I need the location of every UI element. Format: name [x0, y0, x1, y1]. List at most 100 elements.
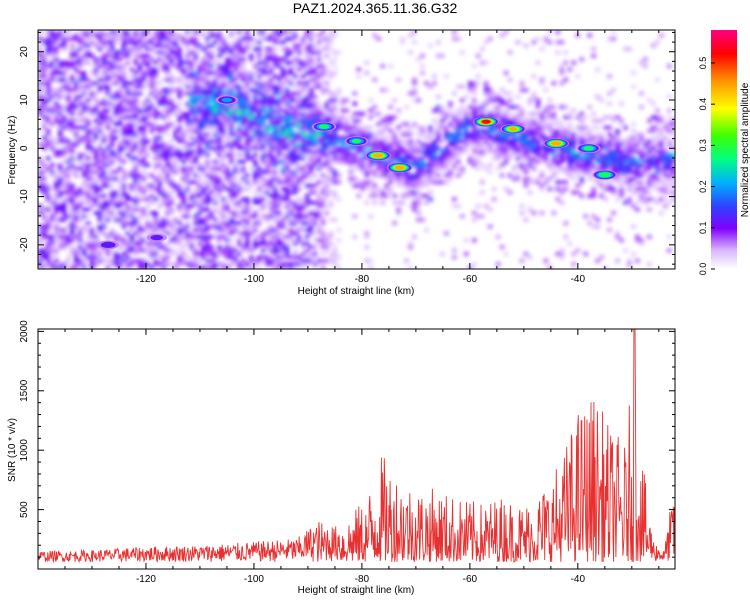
spectrogram-cell	[89, 234, 95, 239]
spectrogram-cell	[133, 84, 139, 89]
spectrogram-cell	[312, 142, 318, 147]
spectrogram-cell	[141, 70, 147, 75]
spectrogram-cell	[185, 166, 190, 171]
spectrogram-cell	[304, 152, 310, 157]
spectrogram-cell	[324, 156, 330, 161]
spectrogram-cell	[515, 139, 521, 144]
spectrogram-cell	[109, 60, 115, 65]
spectrogram-cell	[237, 169, 242, 174]
spectrogram-cell	[408, 173, 413, 178]
spectrogram-cell	[105, 204, 111, 209]
spectrogram-cell	[555, 251, 561, 256]
spectrogram-cell	[551, 152, 557, 157]
spectrogram-cell	[101, 111, 107, 116]
spectrogram-cell	[53, 118, 59, 123]
spectrogram-cell	[288, 146, 294, 151]
spectrogram-cell	[181, 187, 186, 192]
spectrogram-cell	[129, 248, 135, 253]
spectrogram-cell	[45, 262, 51, 267]
spectrogram-cell	[177, 234, 182, 239]
spectrogram-cell	[308, 224, 314, 229]
spectrogram-cell	[229, 139, 234, 144]
spectrogram-cell	[169, 262, 174, 267]
spectrogram-cell	[201, 238, 206, 243]
spectrogram-cell	[312, 159, 318, 164]
spectrogram-cell	[304, 57, 310, 62]
spectrogram-cell	[217, 30, 222, 35]
spectrogram-cell	[555, 135, 561, 140]
spectrogram-cell	[241, 125, 246, 130]
spectrogram-cell	[376, 159, 381, 164]
spectrogram-cell	[105, 125, 111, 130]
spectrogram-cell	[225, 60, 230, 65]
spectrogram-cell	[193, 265, 198, 269]
spectrogram-cell	[571, 60, 577, 65]
spectrogram-cell	[77, 94, 83, 99]
spectrogram-cell	[225, 204, 230, 209]
spectrogram-cell	[141, 125, 147, 130]
spectrogram-cell	[256, 255, 262, 260]
spectrogram-cell	[129, 30, 135, 35]
spectrogram-cell	[41, 108, 47, 113]
spectrogram-cell	[312, 47, 318, 52]
spectrogram-cell	[117, 111, 123, 116]
spectrogram-cell	[61, 245, 67, 250]
spectrogram-cell	[392, 173, 397, 178]
spectrogram-cell	[523, 146, 529, 151]
spectrogram-cell	[615, 146, 620, 151]
spectrogram-cell	[109, 176, 115, 181]
spectrogram-cell	[161, 221, 166, 226]
spectrogram-cell	[205, 53, 210, 58]
spectrogram-cell	[193, 190, 198, 195]
spectrogram-cell	[105, 33, 111, 38]
spectrogram-cell	[245, 84, 250, 89]
spectrogram-cell	[201, 125, 206, 130]
spectrogram-cell	[109, 43, 115, 48]
spectrogram-cell	[201, 81, 206, 86]
spectrogram-cell	[141, 210, 147, 215]
spectrogram-cell	[193, 217, 198, 222]
spectrogram-cell	[149, 47, 155, 52]
spectrogram-cell	[61, 33, 67, 38]
spectrogram-cell	[264, 36, 270, 41]
spectrogram-cell	[213, 197, 218, 202]
spectrogram-cell	[300, 166, 306, 171]
spectrogram-cell	[38, 265, 43, 269]
spectrogram-cell	[587, 169, 592, 174]
spectrogram-cell	[173, 40, 178, 45]
spectrogram-cell	[272, 245, 278, 250]
spectrogram-hotspot	[221, 97, 233, 103]
spectrogram-cell	[424, 193, 429, 198]
spectrogram-cell	[460, 84, 465, 89]
spectrogram-cell	[332, 149, 338, 154]
spectrogram-cell	[252, 262, 258, 267]
spectrogram-cell	[113, 193, 119, 198]
spectrogram-cell	[73, 251, 79, 256]
spectrogram-cell	[209, 258, 214, 263]
spectrogram-cell	[121, 135, 127, 140]
spectrogram-cell	[603, 187, 608, 192]
spectrogram-cell	[45, 255, 51, 260]
spectrogram-cell	[169, 224, 174, 229]
spectrogram-cell	[197, 129, 202, 134]
spectrogram-cell	[284, 47, 290, 52]
spectrogram-cell	[268, 142, 274, 147]
spectrogram-cell	[264, 101, 270, 106]
spectrogram-cell	[479, 152, 485, 157]
spectrogram-cell	[53, 265, 59, 269]
spectrogram-cell	[85, 139, 91, 144]
spectrogram-cell	[408, 33, 413, 38]
spectrogram-cell	[65, 190, 71, 195]
spectrogram-cell	[201, 67, 206, 72]
spectrogram-cell	[527, 111, 533, 116]
spectrogram-cell	[217, 142, 222, 147]
spectrogram-cell	[412, 40, 417, 45]
spectrogram-cell	[133, 248, 139, 253]
spectrogram-cell	[145, 139, 151, 144]
spectrogram-cell	[324, 81, 330, 86]
spectrogram-cell	[161, 231, 166, 236]
spectrogram-cell	[432, 146, 437, 151]
spectrogram-cell	[555, 156, 561, 161]
spectrogram-cell	[237, 57, 242, 62]
spectrogram-cell	[141, 176, 147, 181]
